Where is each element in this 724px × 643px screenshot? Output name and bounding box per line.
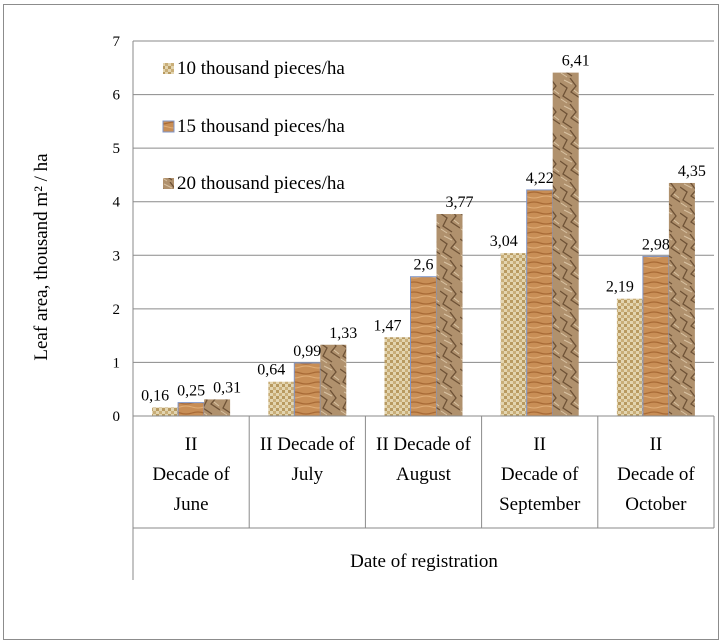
category-label: II Decade of [260,434,356,455]
x-axis-title: Date of registration [350,551,498,572]
category-label: July [291,464,323,485]
data-label: 2,19 [606,279,634,296]
category-label: September [499,494,581,515]
legend-swatch [163,178,174,189]
data-labels: 0,16 0,64 1,47 3,04 2,19 0,25 0,99 2,6 4,22 2,98 0… [141,53,706,405]
bar [410,276,437,417]
bar [616,298,643,416]
data-label: 1,33 [329,325,357,342]
data-label: 4,22 [526,170,554,187]
category-label: Decade of [501,464,579,485]
data-label: 0,64 [257,362,285,379]
data-label: 0,25 [177,383,205,400]
bar [436,214,463,416]
data-label: 0,16 [141,387,169,404]
category-label: Decade of [152,464,230,485]
category-labels: II Decade of June II Decade of July II Decade… [152,434,695,515]
category-label: II Decade of [376,434,472,455]
bar [320,344,347,416]
bar [268,381,295,416]
y-tick-label: 5 [113,141,121,157]
bar [668,182,695,416]
legend-label: 15 thousand pieces/ha [177,116,345,137]
legend-swatch [163,63,174,74]
y-axis-title: Leaf area, thousand m² / ha [31,153,52,361]
legend-label: 10 thousand pieces/ha [177,58,345,79]
category-label: Decade of [617,464,695,485]
y-tick-label: 1 [113,355,121,371]
category-label: October [625,494,687,515]
bar [552,72,579,416]
legend: 10 thousand pieces/ha 15 thousand pieces/… [162,58,345,194]
data-label: 4,35 [678,163,706,180]
category-label: II [185,434,198,455]
bar [293,362,321,417]
y-tick-label: 6 [113,88,121,104]
category-label: August [396,464,452,485]
data-label: 0,31 [213,379,241,396]
bar [500,253,527,416]
data-label: 2,98 [642,236,670,253]
bar [642,255,670,417]
bar [177,402,205,417]
bars [152,72,695,417]
bar [152,407,179,416]
data-label: 2,6 [414,257,434,274]
bar [204,399,231,416]
y-tick-label: 3 [113,248,121,264]
category-label: II [533,434,546,455]
chart-frame [3,4,719,640]
y-tick-label: 2 [113,302,121,318]
category-label: II [650,434,663,455]
y-tick-label: 7 [113,34,121,50]
category-label: June [174,494,209,515]
legend-label: 20 thousand pieces/ha [177,173,345,194]
data-label: 6,41 [562,53,590,70]
y-tick-label: 0 [113,409,121,425]
bar [526,189,554,417]
x-axis [132,41,715,580]
y-tick-label: 4 [113,195,121,211]
bar [384,337,411,416]
data-label: 3,77 [446,194,474,211]
data-label: 0,99 [293,343,321,360]
data-label: 3,04 [490,233,518,250]
y-axis-ticks: 0 1 2 3 4 5 6 7 [113,34,121,425]
data-label: 1,47 [374,317,402,334]
legend-swatch [162,120,175,133]
